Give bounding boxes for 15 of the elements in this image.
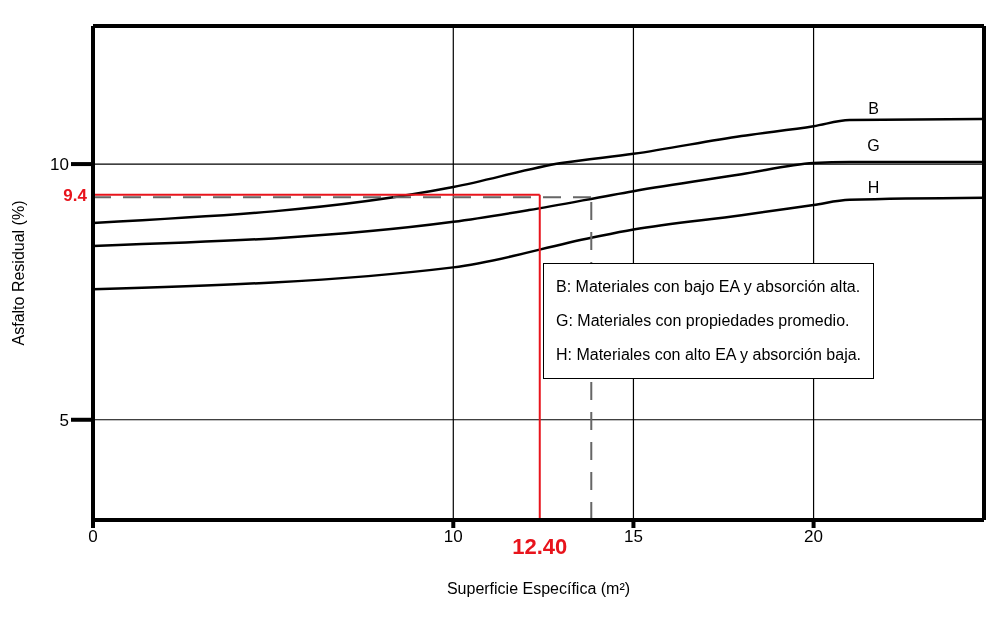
ref-line-label: 9.4	[63, 185, 88, 205]
series-label: B	[868, 100, 879, 118]
x-tick-label: 10	[443, 527, 463, 547]
x-tick-label: 0	[88, 527, 98, 547]
y-axis-title: Asfalto Residual (%)	[9, 200, 27, 346]
series-label: G	[867, 137, 880, 155]
x-tick-label: 20	[804, 527, 824, 547]
annotation: B: Materiales con bajo EA y absorción alta.	[556, 277, 862, 297]
y-tick-label: 5	[59, 410, 69, 430]
ref-line-label: 12.40	[512, 534, 568, 559]
annotation: H: Materiales con alto EA y absorción baja.	[556, 345, 862, 365]
series-label: H	[867, 178, 880, 196]
x-tick-label: 15	[623, 527, 643, 547]
annotation: G: Materiales con propiedades promedio.	[556, 311, 851, 331]
x-axis-title: Superficie Específica (m²)	[446, 580, 631, 597]
